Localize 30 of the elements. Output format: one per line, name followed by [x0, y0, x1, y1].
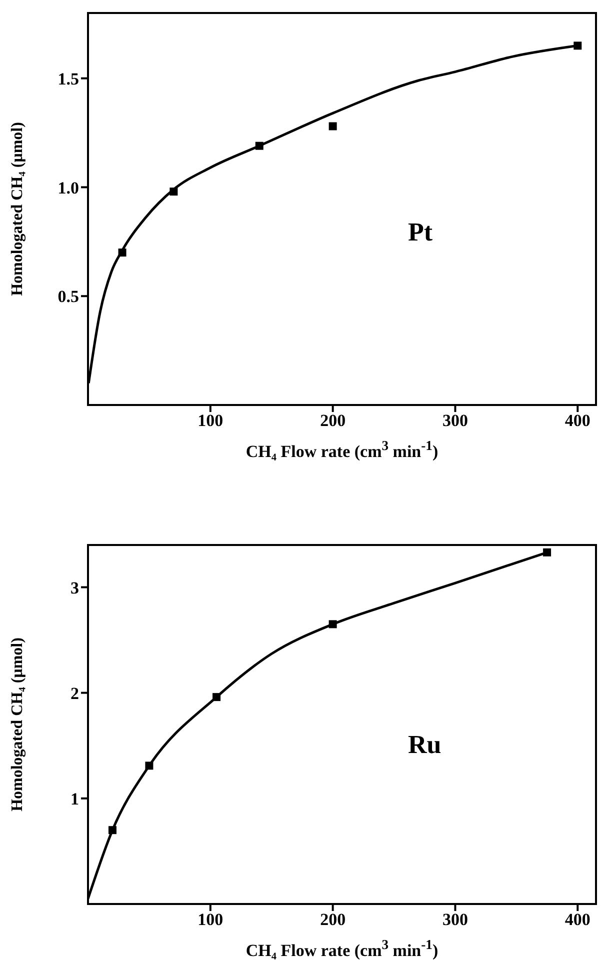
x-tick-label: 100 — [198, 411, 224, 430]
annotation: Pt — [408, 217, 433, 246]
point — [328, 620, 337, 628]
y-tick-label: 2 — [70, 684, 79, 703]
y-axis-title: Homologated CH₄ (μmol) — [9, 122, 26, 296]
x-tick-label: 400 — [564, 411, 590, 430]
x-tick-label: 300 — [442, 910, 468, 930]
point — [543, 548, 552, 556]
y-tick-label: 1.0 — [58, 178, 79, 198]
point — [328, 122, 337, 130]
y-tick-label: 1 — [70, 789, 79, 808]
point — [145, 762, 154, 770]
x-axis-title: CH₄ Flow rate (cm$^{3}$ min$^{-1}$) — [246, 936, 438, 960]
x-tick-label: 200 — [320, 910, 346, 930]
y-tick-label: 0.5 — [58, 287, 79, 306]
y-tick-label: 3 — [70, 578, 79, 598]
point — [118, 248, 126, 257]
y-axis-title: Homologated CH₄ (μmol) — [9, 638, 26, 812]
x-axis-title: CH₄ Flow rate (cm$^{3}$ min$^{-1}$) — [246, 438, 438, 461]
point — [255, 142, 264, 150]
point — [574, 42, 582, 50]
x-tick-label: 200 — [320, 411, 346, 430]
point — [212, 693, 221, 702]
x-tick-label: 300 — [442, 411, 468, 430]
y-tick-label: 1.5 — [58, 69, 79, 88]
x-tick-label: 100 — [198, 910, 224, 930]
point — [170, 188, 178, 196]
point — [108, 826, 116, 834]
x-tick-label: 400 — [564, 910, 590, 930]
annotation: Ru — [408, 730, 442, 760]
